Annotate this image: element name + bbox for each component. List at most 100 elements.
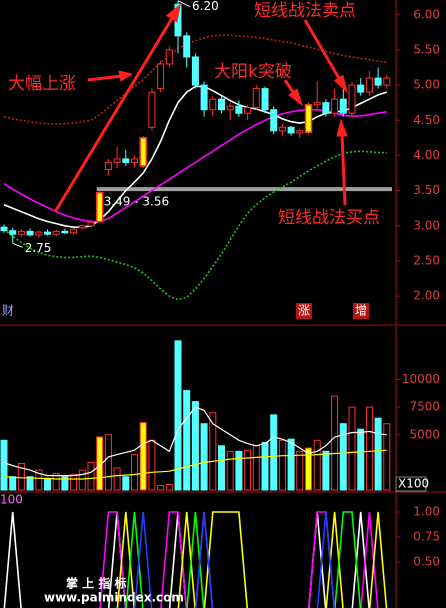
candle-body	[235, 105, 243, 114]
volume-bar	[35, 469, 43, 491]
candle-body	[26, 230, 34, 236]
volume-bar	[9, 476, 17, 491]
annotation: 大阳k突破	[214, 62, 292, 82]
arrow	[53, 14, 176, 213]
volume-bar	[322, 450, 330, 491]
volume-bar	[374, 417, 382, 491]
volume-bar	[183, 390, 191, 491]
volume-panel	[0, 340, 391, 491]
min-label: 2.75	[25, 241, 52, 255]
volume-bar	[357, 428, 365, 491]
corner-label: 100	[0, 493, 23, 507]
volume-bar	[165, 483, 173, 491]
indicator-panel	[3, 511, 388, 608]
candle-body	[139, 137, 147, 167]
volume-bar	[287, 438, 295, 491]
line	[3, 449, 387, 480]
candle-body	[95, 191, 104, 223]
volume-bar	[139, 422, 147, 491]
candle-body	[183, 35, 191, 58]
volume-bar	[104, 434, 112, 491]
line	[134, 511, 336, 608]
y-tick-label: 6.00	[413, 7, 440, 21]
volume-bar	[278, 439, 286, 491]
footer-label: 财	[2, 304, 14, 318]
candle-body	[261, 88, 269, 111]
footer-label: 涨	[298, 303, 310, 318]
y-tick-label: 7500	[409, 400, 440, 414]
arrow	[303, 19, 342, 81]
y-tick-label: 4.50	[413, 113, 440, 127]
volume-bar	[17, 462, 25, 491]
candle-body	[339, 98, 347, 114]
candle-body	[191, 56, 199, 86]
candle-body	[61, 230, 69, 234]
y-tick-label: 1.00	[413, 505, 440, 519]
volume-bar	[52, 472, 60, 491]
volume-bar	[365, 406, 373, 491]
volume-bar	[244, 449, 252, 491]
volume-bar	[226, 450, 234, 491]
volume-bar	[383, 423, 391, 491]
volume-bar	[131, 454, 138, 491]
candle-body	[365, 77, 373, 93]
candle-body	[244, 107, 252, 114]
volume-bar	[339, 423, 347, 491]
candle-body	[0, 226, 8, 232]
volume-bar	[70, 474, 78, 491]
volume-bar	[113, 467, 121, 491]
volume-bar	[270, 414, 278, 491]
candle-body	[35, 231, 43, 236]
footer-label: 增	[355, 304, 367, 318]
y-tick-label: 2.00	[413, 289, 440, 303]
volume-bar	[87, 461, 95, 491]
arrow	[340, 133, 347, 206]
candle-body	[9, 230, 17, 235]
arrow	[87, 74, 123, 82]
unit-box	[395, 476, 427, 492]
candle-body	[52, 230, 60, 235]
volume-bar	[61, 476, 69, 491]
candle-body	[304, 104, 313, 133]
volume-bar	[26, 476, 34, 491]
volume-bar	[331, 395, 339, 491]
line	[99, 511, 379, 608]
candle-body	[70, 228, 78, 234]
y-tick-label: 10000	[402, 372, 440, 386]
volume-bar	[235, 450, 243, 491]
line	[125, 511, 362, 608]
y-tick-label: 5.00	[413, 78, 440, 92]
candle-body	[104, 161, 112, 170]
candle-body	[287, 126, 295, 134]
candle-body	[78, 225, 86, 229]
candle-body	[357, 84, 365, 93]
y-tick-label: 2.50	[413, 253, 440, 267]
candle-body	[383, 77, 391, 86]
y-tick-label: 3.50	[413, 183, 440, 197]
candle-body	[252, 88, 260, 109]
volume-bar	[200, 423, 208, 491]
line	[3, 511, 370, 608]
arrow-head	[118, 70, 134, 82]
arrow-head	[333, 74, 348, 94]
candle-body	[374, 77, 382, 86]
candle-body	[348, 84, 356, 114]
price-panel: 3.49 - 3.566.202.75	[0, 0, 392, 301]
max-label: 6.20	[192, 0, 219, 13]
candle-body	[226, 105, 234, 111]
y-tick-label: 5.50	[413, 42, 440, 56]
candle-body	[122, 158, 130, 163]
volume-bar	[296, 450, 304, 491]
watermark-url: www.palmindex.com	[44, 591, 184, 605]
candle-body	[148, 91, 156, 128]
candle-body	[296, 130, 304, 134]
candle-body	[331, 98, 339, 114]
volume-bar	[191, 401, 199, 491]
axes: 2.00 2.50 3.00 3.50 4.00 4.50 5.00 5.50 6.00 5000…	[396, 7, 440, 569]
volume-bar	[218, 445, 225, 491]
candle-body	[270, 109, 278, 132]
candle-body	[17, 230, 25, 235]
label-leader	[177, 0, 191, 8]
